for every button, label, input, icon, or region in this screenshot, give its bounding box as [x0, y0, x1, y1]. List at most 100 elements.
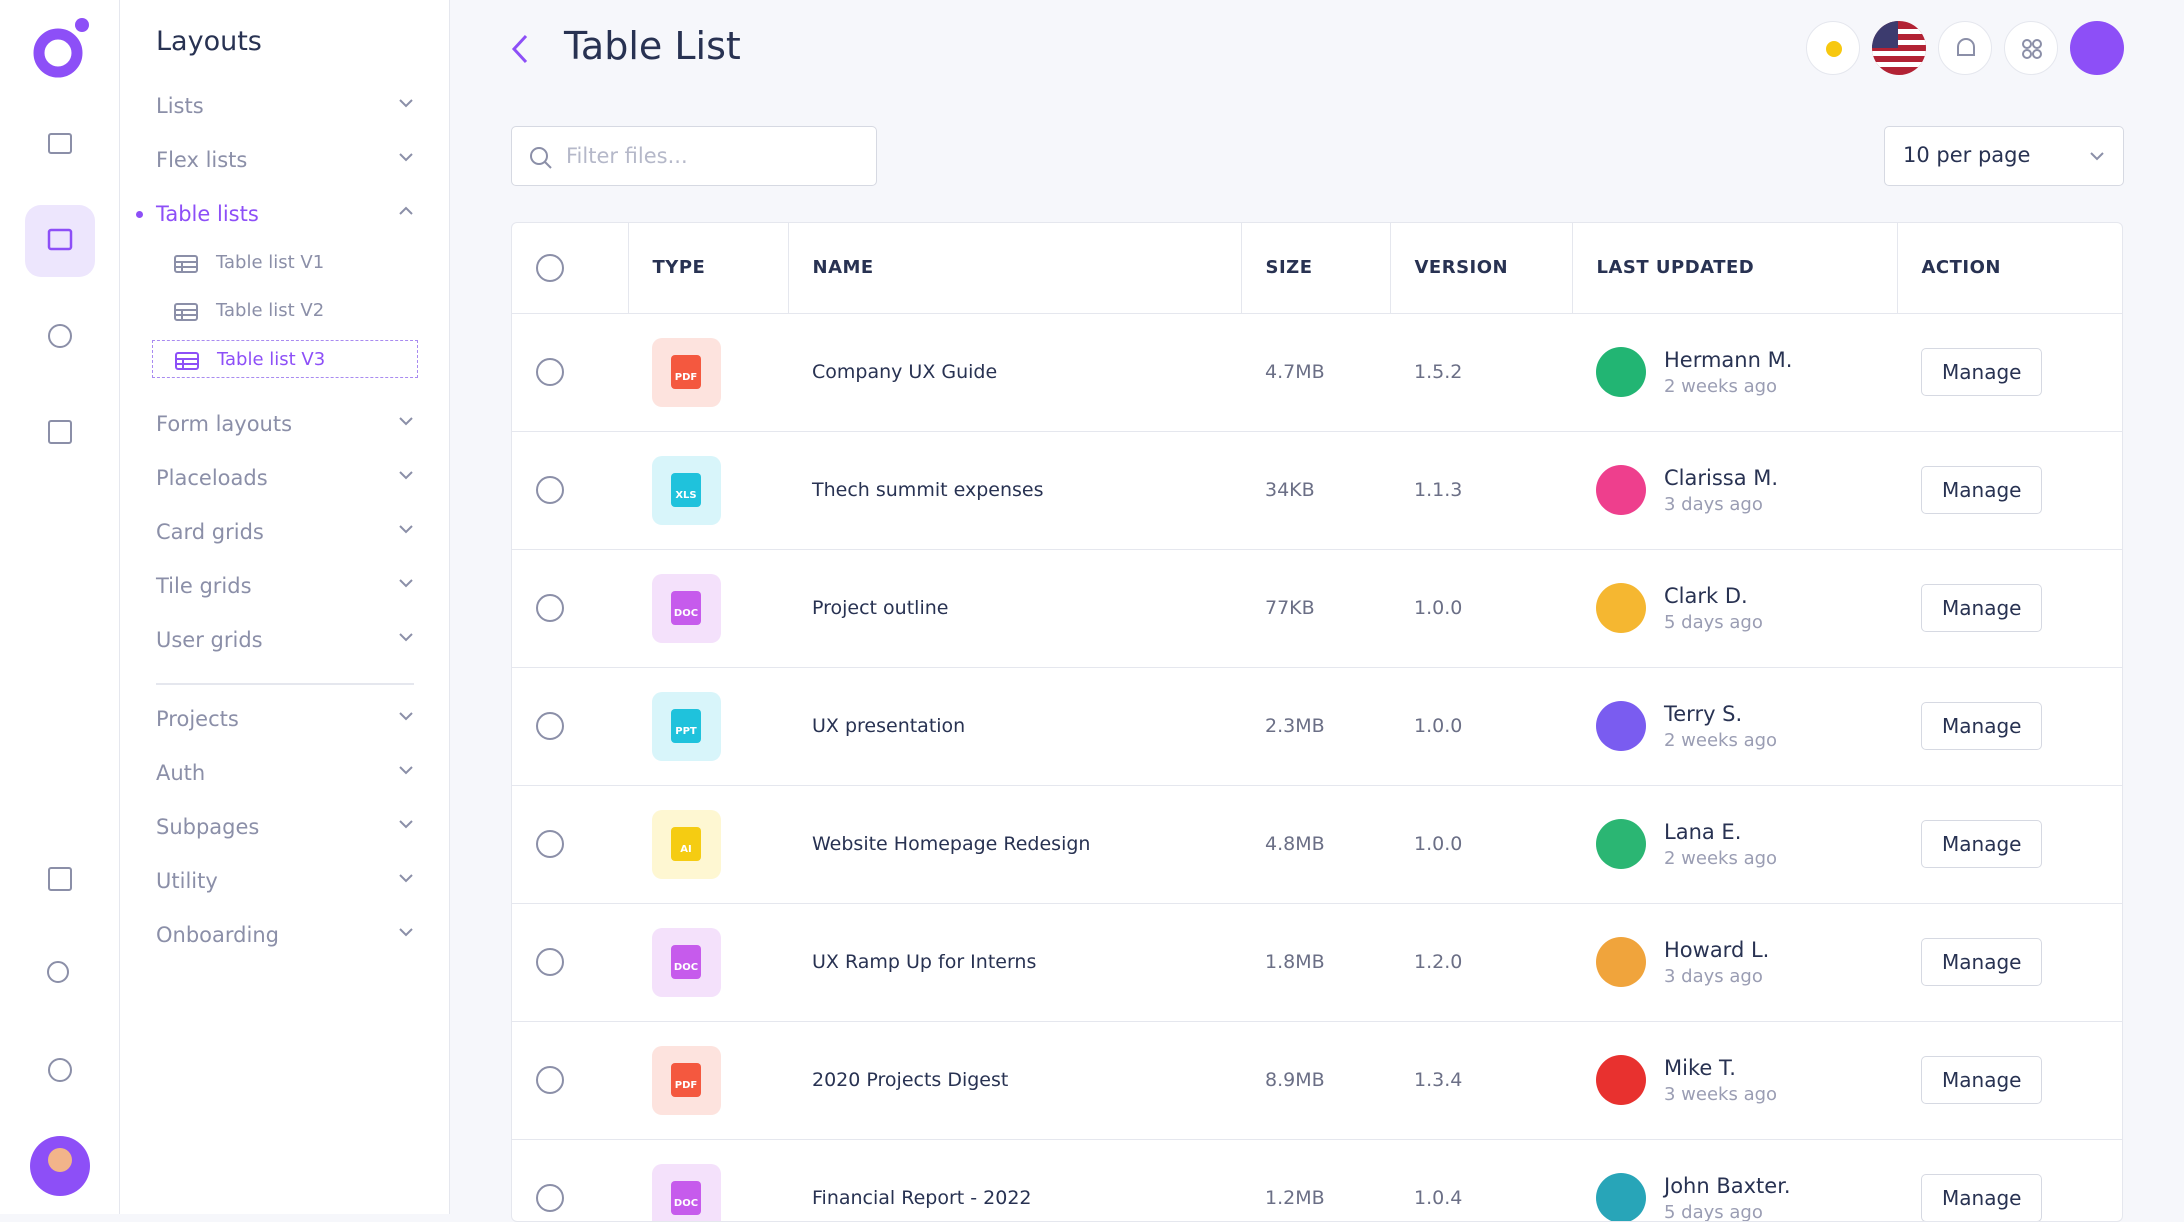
menu-label: Form layouts: [156, 412, 293, 436]
user: Mike T. 3 weeks ago: [1596, 1055, 1896, 1105]
select-all[interactable]: [536, 253, 564, 282]
avatar: [1596, 937, 1646, 987]
file-type: DOC: [671, 590, 701, 625]
filter-input[interactable]: Filter files...: [511, 126, 877, 186]
file-type: XLS: [671, 472, 701, 507]
file-type: PPT: [671, 708, 701, 743]
row-checkbox[interactable]: [536, 948, 564, 976]
manage-button[interactable]: Manage: [1921, 1056, 2043, 1104]
file-type: AI: [671, 826, 701, 861]
submenu-item[interactable]: Table list V3: [152, 340, 418, 378]
sidebar: Layouts Lists Flex lists Table lists Table …: [120, 0, 450, 1214]
user-text: Clarissa M. 3 days ago: [1664, 466, 1778, 515]
file-size: 1.8MB: [1241, 902, 1390, 1021]
row-checkbox[interactable]: [536, 830, 564, 858]
file-icon: DOC: [652, 1163, 721, 1221]
user-text: Hermann M. 2 weeks ago: [1664, 348, 1792, 397]
table-card: TYPE NAME SIZE VERSION LAST UPDATED ACTION PD…: [511, 222, 2123, 1222]
manage-button[interactable]: Manage: [1921, 466, 2043, 514]
notifications[interactable]: [1938, 21, 1992, 75]
row-checkbox[interactable]: [536, 594, 564, 622]
manage-button[interactable]: Manage: [1921, 938, 2043, 986]
table-row: XLS Thech summit expenses 34KB 1.1.3 Clariss…: [512, 430, 2122, 549]
language[interactable]: [1872, 21, 1926, 75]
manage-button[interactable]: Manage: [1921, 820, 2043, 868]
file-type: DOC: [671, 1180, 701, 1215]
file-type: PDF: [671, 354, 701, 389]
user-name: John Baxter.: [1664, 1173, 1791, 1198]
user-text: Clark D. 5 days ago: [1664, 584, 1763, 633]
action-cell: Manage: [1897, 902, 2122, 1021]
menu-item[interactable]: Form layouts: [156, 404, 414, 444]
file-version: 1.0.0: [1390, 666, 1572, 785]
updated-cell: John Baxter. 5 days ago: [1572, 1138, 1897, 1221]
row-checkbox[interactable]: [536, 358, 564, 386]
apps[interactable]: [2004, 21, 2058, 75]
updated-time: 5 days ago: [1664, 611, 1763, 633]
row-checkbox[interactable]: [536, 1184, 564, 1213]
updated-time: 3 days ago: [1664, 965, 1763, 987]
select-cell: [512, 784, 628, 903]
file-icon: PDF: [652, 337, 721, 407]
per-page-select[interactable]: 10 per page: [1884, 126, 2124, 186]
back-button[interactable]: [508, 32, 532, 66]
menu-item[interactable]: Table lists: [136, 194, 414, 234]
table-row: PPT UX presentation 2.3MB 1.0.0 Terry S. 2 we…: [512, 666, 2122, 785]
file-name: UX Ramp Up for Interns: [788, 902, 1241, 1021]
submenu-label: Table list V3: [217, 349, 326, 370]
row-checkbox[interactable]: [536, 1066, 564, 1094]
user-name: Clark D.: [1664, 583, 1748, 608]
manage-button[interactable]: Manage: [1921, 1174, 2043, 1221]
type-cell: PDF: [628, 312, 788, 431]
page-title: Table List: [564, 24, 741, 68]
row-checkbox[interactable]: [536, 476, 564, 504]
user: Howard L. 3 days ago: [1596, 937, 1896, 987]
table-row: DOC Project outline 77KB 1.0.0 Clark D. 5 day…: [512, 548, 2122, 667]
menu-item[interactable]: Utility: [156, 861, 414, 901]
file-version: 1.0.0: [1390, 548, 1572, 667]
type-cell: DOC: [628, 902, 788, 1021]
sidebar-title: Layouts: [156, 26, 262, 57]
file-version: 1.1.3: [1390, 430, 1572, 549]
column-header: NAME: [788, 223, 1242, 313]
column-header: TYPE: [628, 223, 789, 313]
row-checkbox[interactable]: [536, 712, 564, 740]
manage-button[interactable]: Manage: [1921, 702, 2043, 750]
user-avatar[interactable]: [2070, 21, 2124, 75]
menu-item[interactable]: Placeloads: [156, 458, 414, 498]
menu-item[interactable]: Tile grids: [156, 566, 414, 606]
menu-item[interactable]: User grids: [156, 620, 414, 660]
file-size: 77KB: [1241, 548, 1390, 667]
menu-item[interactable]: Flex lists: [156, 140, 414, 180]
menu-item[interactable]: Projects: [156, 699, 414, 739]
select-cell: [512, 666, 628, 785]
action-cell: Manage: [1897, 1138, 2122, 1221]
menu-item[interactable]: Card grids: [156, 512, 414, 552]
file-name: Company UX Guide: [788, 312, 1241, 431]
manage-button[interactable]: Manage: [1921, 348, 2043, 396]
header-row: TYPE NAME SIZE VERSION LAST UPDATED ACTION: [512, 223, 2122, 313]
file-name: Website Homepage Redesign: [788, 784, 1241, 903]
updated-cell: Mike T. 3 weeks ago: [1572, 1020, 1897, 1139]
file-name: Financial Report - 2022: [788, 1138, 1241, 1221]
per-page-label: 10 per page: [1903, 143, 2031, 167]
column-header: VERSION: [1390, 223, 1573, 313]
file-table: TYPE NAME SIZE VERSION LAST UPDATED ACTION PD…: [512, 223, 2122, 1221]
file-version: 1.0.4: [1390, 1138, 1572, 1221]
menu-item[interactable]: Subpages: [156, 807, 414, 847]
submenu-item[interactable]: Table list V2: [152, 292, 418, 330]
file-icon: XLS: [652, 455, 721, 525]
submenu-item[interactable]: Table list V1: [152, 244, 418, 282]
menu-label: Placeloads: [156, 466, 268, 490]
file-size: 2.3MB: [1241, 666, 1390, 785]
menu-item[interactable]: Auth: [156, 753, 414, 793]
manage-button[interactable]: Manage: [1921, 584, 2043, 632]
main: Table List Filter files... 10 per page T…: [450, 0, 2184, 1222]
menu-item[interactable]: Lists: [156, 86, 414, 126]
menu-item[interactable]: Onboarding: [156, 915, 414, 955]
file-size: 4.8MB: [1241, 784, 1390, 903]
menu-label: Table lists: [156, 202, 259, 226]
file-name: UX presentation: [788, 666, 1241, 785]
theme-toggle[interactable]: [1806, 21, 1860, 75]
user-text: Howard L. 3 days ago: [1664, 938, 1769, 987]
